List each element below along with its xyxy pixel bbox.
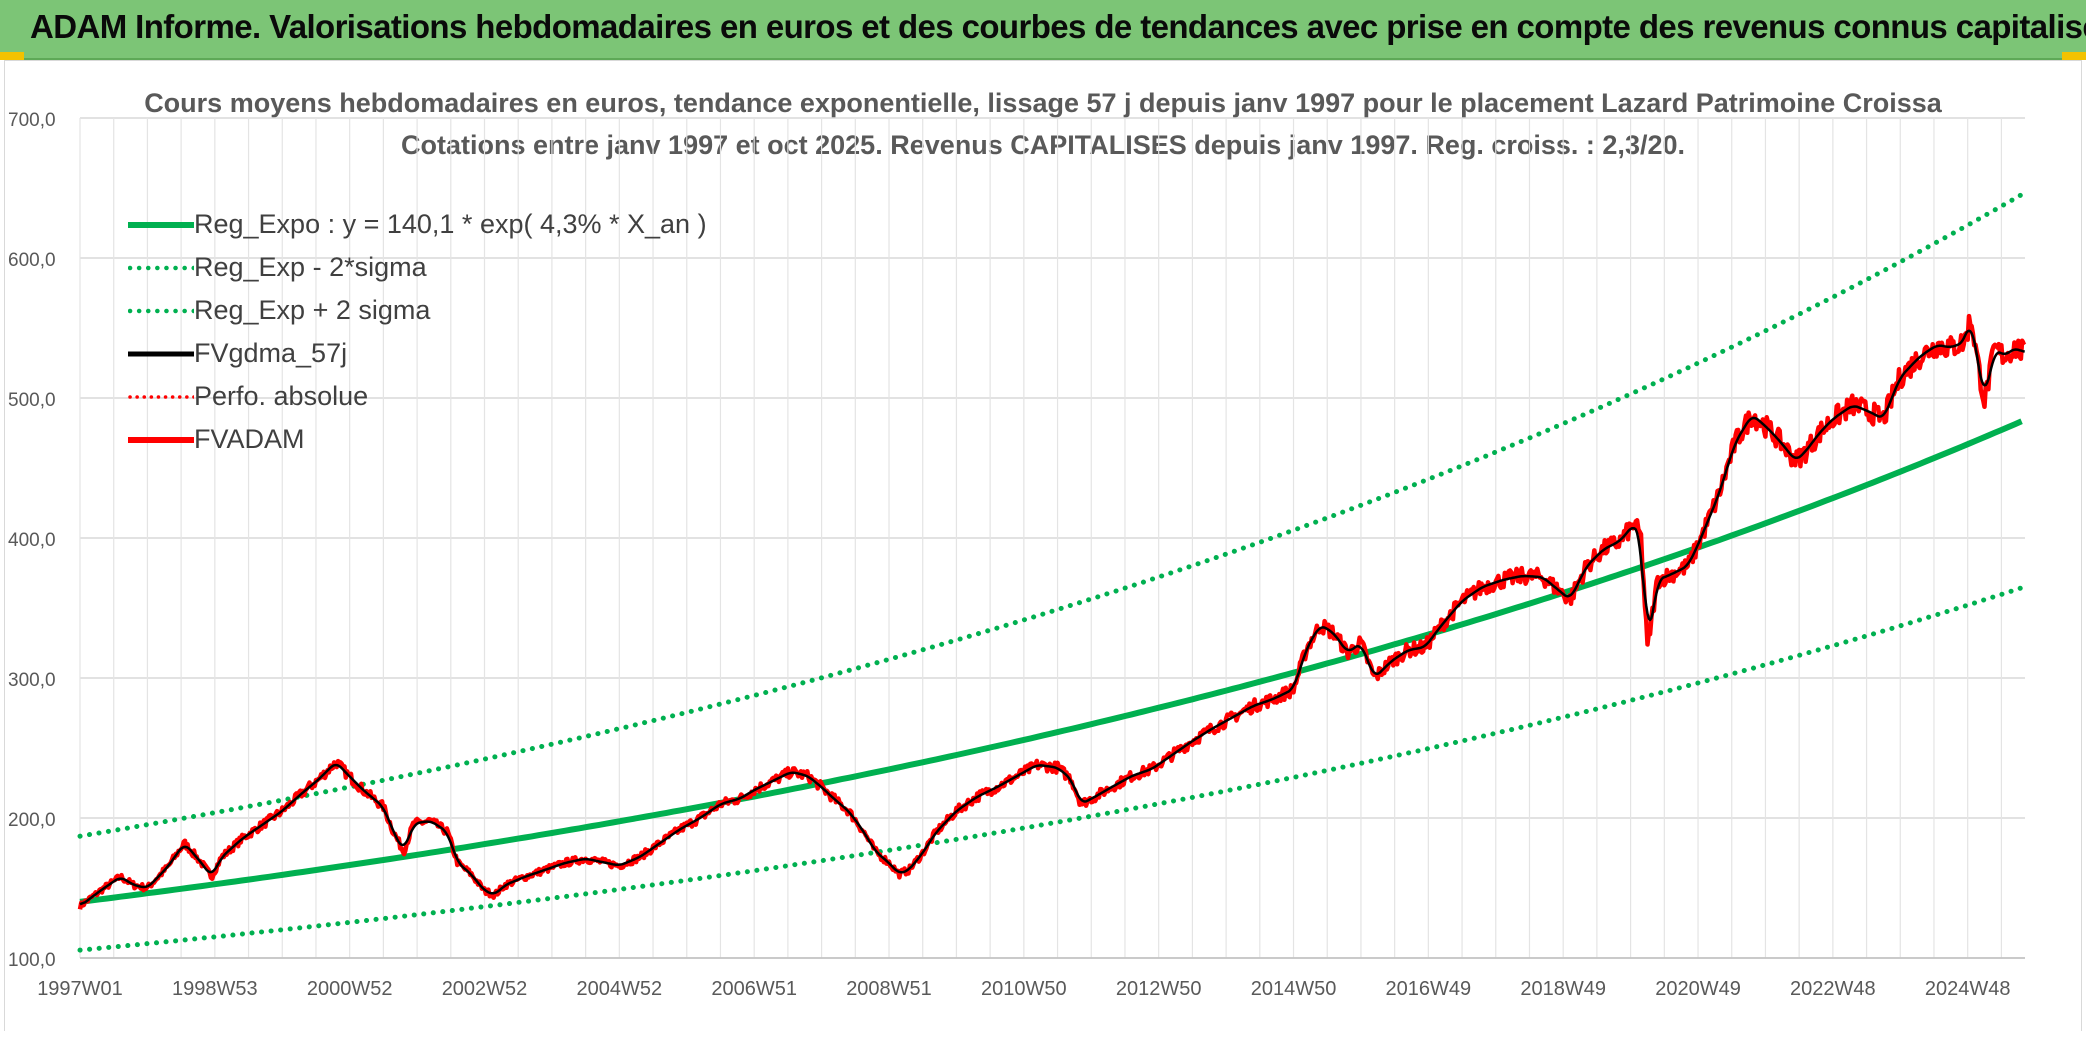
y-tick-label: 700,0 <box>8 110 56 131</box>
x-tick-label: 1997W01 <box>37 978 123 1000</box>
chart-area <box>4 60 2082 1034</box>
x-axis: 1997W01 1998W53 2000W52 2002W52 2004W52 2006W… <box>37 978 2010 1000</box>
x-tick-label: 2020W49 <box>1655 978 1741 1000</box>
x-tick-label: 2006W51 <box>711 978 797 1000</box>
grid-layer <box>79 117 2025 959</box>
legend-swatch-fvadam <box>128 436 194 443</box>
x-tick-label: 2024W48 <box>1925 978 2011 1000</box>
y-tick-label: 400,0 <box>8 530 56 551</box>
report-banner: ADAM Informe. Valorisations hebdomadaire… <box>0 0 2086 60</box>
legend-swatch-reg-expo <box>128 221 194 228</box>
legend-label-fvgdma: FVgdma_57j <box>194 338 348 368</box>
chart-title-line2: Cotations entre janv 1997 et oct 2025. R… <box>401 130 1685 160</box>
legend-swatch-perfo <box>128 394 194 399</box>
bottom-strip <box>0 1031 2086 1037</box>
x-tick-label: 2000W52 <box>307 978 393 1000</box>
y-tick-label: 100,0 <box>8 950 56 971</box>
x-tick-label: 2022W48 <box>1790 978 1876 1000</box>
corner-accent-left <box>0 52 24 60</box>
legend-item-perfo: Perfo. absolue <box>128 375 707 418</box>
x-tick-label: 2018W49 <box>1520 978 1606 1000</box>
legend-item-reg-expo: Reg_Expo : y = 140,1 * exp( 4,3% * X_an … <box>128 203 707 246</box>
legend-label-perfo: Perfo. absolue <box>194 381 369 411</box>
legend-item-reg-minus: Reg_Exp - 2*sigma <box>128 246 707 289</box>
x-tick-label: 2012W50 <box>1116 978 1202 1000</box>
y-tick-label: 300,0 <box>8 670 56 691</box>
legend-item-fvadam: FVADAM <box>128 418 707 461</box>
series-layer <box>77 192 2027 953</box>
series-reg-minus-2sigma <box>77 585 2025 953</box>
y-tick-label: 500,0 <box>8 390 56 411</box>
legend-item-fvgdma: FVgdma_57j <box>128 332 707 375</box>
legend-swatch-reg-minus <box>128 265 194 270</box>
x-tick-label: 1998W53 <box>172 978 258 1000</box>
x-tick-label: 2008W51 <box>846 978 932 1000</box>
x-tick-label: 2016W49 <box>1386 978 1472 1000</box>
y-tick-label: 200,0 <box>8 810 56 831</box>
x-tick-label: 2010W50 <box>981 978 1067 1000</box>
legend: Reg_Expo : y = 140,1 * exp( 4,3% * X_an … <box>128 203 707 461</box>
x-tick-label: 2004W52 <box>577 978 663 1000</box>
legend-label-reg-minus: Reg_Exp - 2*sigma <box>194 252 427 282</box>
legend-label-fvadam: FVADAM <box>194 424 305 454</box>
series-reg-expo <box>79 418 2023 905</box>
legend-label-reg-expo: Reg_Expo : y = 140,1 * exp( 4,3% * X_an … <box>194 209 707 239</box>
series-reg-plus-2sigma <box>77 192 2025 839</box>
report-title: ADAM Informe. Valorisations hebdomadaire… <box>30 8 2086 45</box>
chart-title-line1: Cours moyens hebdomadaires en euros, ten… <box>144 88 1942 118</box>
legend-label-reg-plus: Reg_Exp + 2 sigma <box>194 295 431 325</box>
legend-swatch-fvgdma <box>128 351 194 356</box>
y-axis: 100,0 200,0 300,0 400,0 500,0 600,0 700,0 <box>8 110 56 971</box>
x-tick-label: 2014W50 <box>1251 978 1337 1000</box>
y-tick-label: 600,0 <box>8 250 56 271</box>
legend-swatch-reg-plus <box>128 308 194 313</box>
legend-item-reg-plus: Reg_Exp + 2 sigma <box>128 289 707 332</box>
corner-accent-right <box>2062 52 2086 60</box>
x-tick-label: 2002W52 <box>442 978 528 1000</box>
series-fvgdma-57j <box>79 329 2025 906</box>
